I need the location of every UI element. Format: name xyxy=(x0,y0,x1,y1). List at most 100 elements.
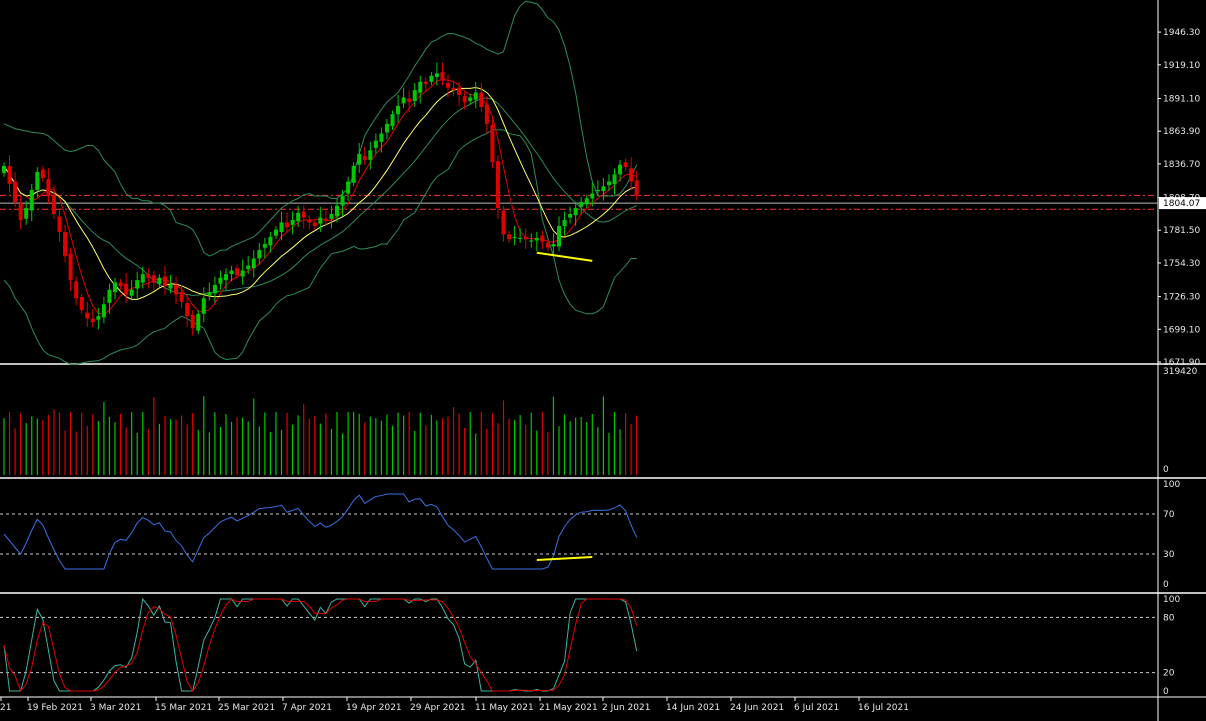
candle xyxy=(101,296,106,324)
candle-body xyxy=(68,253,73,281)
candle-body xyxy=(518,238,523,240)
stochastic-tick-label: 0 xyxy=(1163,687,1169,697)
candle-body xyxy=(135,280,140,289)
candle xyxy=(323,209,328,225)
price-tick-label: 1946.30 xyxy=(1163,28,1200,38)
candle-body xyxy=(412,90,417,101)
candle xyxy=(257,242,262,265)
volume-panel xyxy=(3,396,638,475)
candle xyxy=(18,194,23,230)
candle xyxy=(201,287,206,323)
date-tick-label: 21 xyxy=(0,703,11,713)
date-tick-label: 7 Apr 2021 xyxy=(282,703,332,713)
candle xyxy=(85,301,90,328)
candle xyxy=(618,159,623,182)
candle-body xyxy=(401,97,406,104)
candle xyxy=(495,155,500,219)
candle-body xyxy=(124,283,129,295)
candle xyxy=(246,256,251,275)
candle xyxy=(418,75,423,104)
price-tick-label: 1671.90 xyxy=(1163,358,1200,368)
candle xyxy=(462,91,467,110)
candle xyxy=(384,119,389,140)
candle-body xyxy=(629,168,634,182)
candle-body xyxy=(351,165,356,183)
candle xyxy=(285,212,290,233)
candle xyxy=(273,226,278,240)
stochastic-tick-label: 80 xyxy=(1163,613,1175,623)
candle xyxy=(573,201,578,227)
candle xyxy=(162,265,167,295)
candle xyxy=(551,233,556,255)
date-tick-label: 2 Jun 2021 xyxy=(602,703,650,713)
candle-body xyxy=(140,274,145,283)
candle-body xyxy=(462,96,467,103)
candle xyxy=(507,230,512,243)
candle xyxy=(262,238,267,259)
candle xyxy=(268,232,273,253)
candle-body xyxy=(479,92,484,108)
candle xyxy=(40,165,45,182)
support-trendline xyxy=(536,251,593,262)
candle xyxy=(451,80,456,97)
candle xyxy=(407,90,412,112)
candle xyxy=(196,310,201,335)
candle-body xyxy=(57,216,62,233)
candle xyxy=(335,198,339,223)
candle-body xyxy=(157,277,162,284)
price-tick-label: 1699.10 xyxy=(1163,325,1200,335)
candle-body xyxy=(512,236,517,238)
candle-body xyxy=(246,265,251,270)
candle xyxy=(351,162,356,187)
current-price-badge xyxy=(1159,197,1206,210)
candle-body xyxy=(457,87,462,95)
volume-tick-label: 0 xyxy=(1163,465,1169,475)
date-tick-label: 14 Jun 2021 xyxy=(666,703,720,713)
rsi-line xyxy=(3,493,638,570)
price-tick-label: 1726.30 xyxy=(1163,293,1200,303)
candle xyxy=(307,215,312,230)
candle xyxy=(207,282,212,301)
candle xyxy=(595,180,600,196)
candle-body xyxy=(618,164,623,175)
candle xyxy=(423,76,428,92)
candle xyxy=(484,96,489,134)
price-panel xyxy=(0,0,1158,365)
stochastic-tick-label: 20 xyxy=(1163,669,1175,679)
volume-tick-label: 319420 xyxy=(1163,367,1198,377)
candle-body xyxy=(107,289,112,303)
candle-body xyxy=(146,274,151,278)
candle xyxy=(251,250,256,278)
candle-body xyxy=(229,270,234,275)
candle xyxy=(545,239,550,252)
candle xyxy=(540,230,545,249)
candle-body xyxy=(340,195,345,206)
candle-body xyxy=(285,222,290,228)
candle-body xyxy=(240,270,245,277)
candle xyxy=(440,62,445,86)
candle-body xyxy=(562,220,567,227)
candle-body xyxy=(396,105,401,115)
candle xyxy=(623,158,628,171)
candle xyxy=(329,205,334,229)
stochastic-tick-label: 100 xyxy=(1163,595,1180,605)
candle xyxy=(35,167,40,198)
price-tick-label: 1863.90 xyxy=(1163,127,1200,137)
candle xyxy=(512,226,517,246)
candle-body xyxy=(13,181,18,202)
rsi-tick-label: 30 xyxy=(1163,550,1175,560)
candle-body xyxy=(495,161,500,208)
candle-body xyxy=(634,180,639,196)
candle xyxy=(2,162,6,177)
candle-body xyxy=(96,316,101,320)
candle xyxy=(601,177,606,201)
candle-body xyxy=(318,217,323,224)
candle xyxy=(346,176,351,201)
candle xyxy=(412,82,417,108)
candle xyxy=(168,275,173,294)
candle xyxy=(590,182,595,207)
candle xyxy=(473,81,478,109)
candle xyxy=(7,155,12,193)
candle xyxy=(357,143,362,174)
candle-body xyxy=(446,82,450,88)
